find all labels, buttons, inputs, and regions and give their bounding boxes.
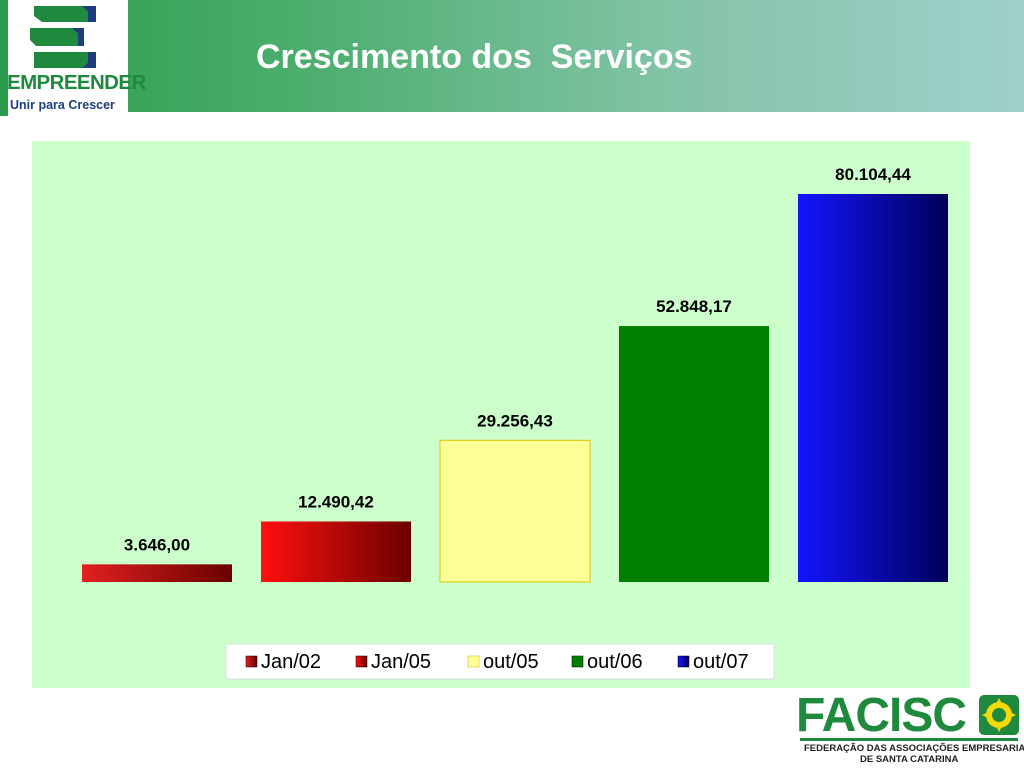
facisc-caption-line2: DE SANTA CATARINA <box>860 754 959 765</box>
legend-label-out-06: out/06 <box>587 651 643 673</box>
bar-jan-02 <box>82 564 232 582</box>
legend-label-out-07: out/07 <box>693 651 749 673</box>
facisc-caption-line1: FEDERAÇÃO DAS ASSOCIAÇÕES EMPRESARIAIS <box>804 743 1024 754</box>
logo-name: EMPREENDER <box>7 71 146 94</box>
legend-swatch-out-07 <box>677 655 690 668</box>
bar-chart: 3.646,00 12.490,42 29.256,43 52.848,17 80.10… <box>32 141 970 688</box>
legend-swatch-out-06 <box>571 655 584 668</box>
facisc-logo: FACISC FEDERAÇÃO DAS ASSOCIAÇÕES EMPRESA… <box>796 689 1024 766</box>
legend-label-jan-05: Jan/05 <box>371 651 431 673</box>
data-label-out-06: 52.848,17 <box>656 297 732 316</box>
data-labels: 3.646,00 12.490,42 29.256,43 52.848,17 80.10… <box>124 165 911 554</box>
page-title: Crescimento dos Serviços <box>256 38 693 76</box>
legend: Jan/02 Jan/05 out/05 out/06 out/07 <box>225 643 775 680</box>
data-label-jan-02: 3.646,00 <box>124 535 190 554</box>
bar-out-07 <box>798 194 948 582</box>
bar-out-06 <box>619 326 769 582</box>
facisc-rule <box>800 738 1018 741</box>
logo-slogan: Unir para Crescer <box>10 98 115 112</box>
legend-swatch-out-05 <box>467 655 480 668</box>
data-label-jan-05: 12.490,42 <box>298 493 374 512</box>
data-label-out-05: 29.256,43 <box>477 411 553 430</box>
legend-swatch-jan-05 <box>355 655 368 668</box>
empreender-mark-icon <box>30 6 96 68</box>
bar-jan-05 <box>261 521 411 582</box>
header-banner <box>0 0 1024 112</box>
bars <box>82 194 948 583</box>
legend-swatch-jan-02 <box>245 655 258 668</box>
legend-box <box>225 643 775 680</box>
legend-label-jan-02: Jan/02 <box>261 651 321 673</box>
facisc-sun-icon <box>979 695 1019 735</box>
bar-out-05 <box>439 439 591 583</box>
logo-accent-bar <box>0 0 8 116</box>
legend-label-out-05: out/05 <box>483 651 539 673</box>
facisc-name: FACISC <box>796 689 967 742</box>
empreender-logo: EMPREENDER Unir para Crescer <box>0 0 146 116</box>
data-label-out-07: 80.104,44 <box>835 165 911 184</box>
